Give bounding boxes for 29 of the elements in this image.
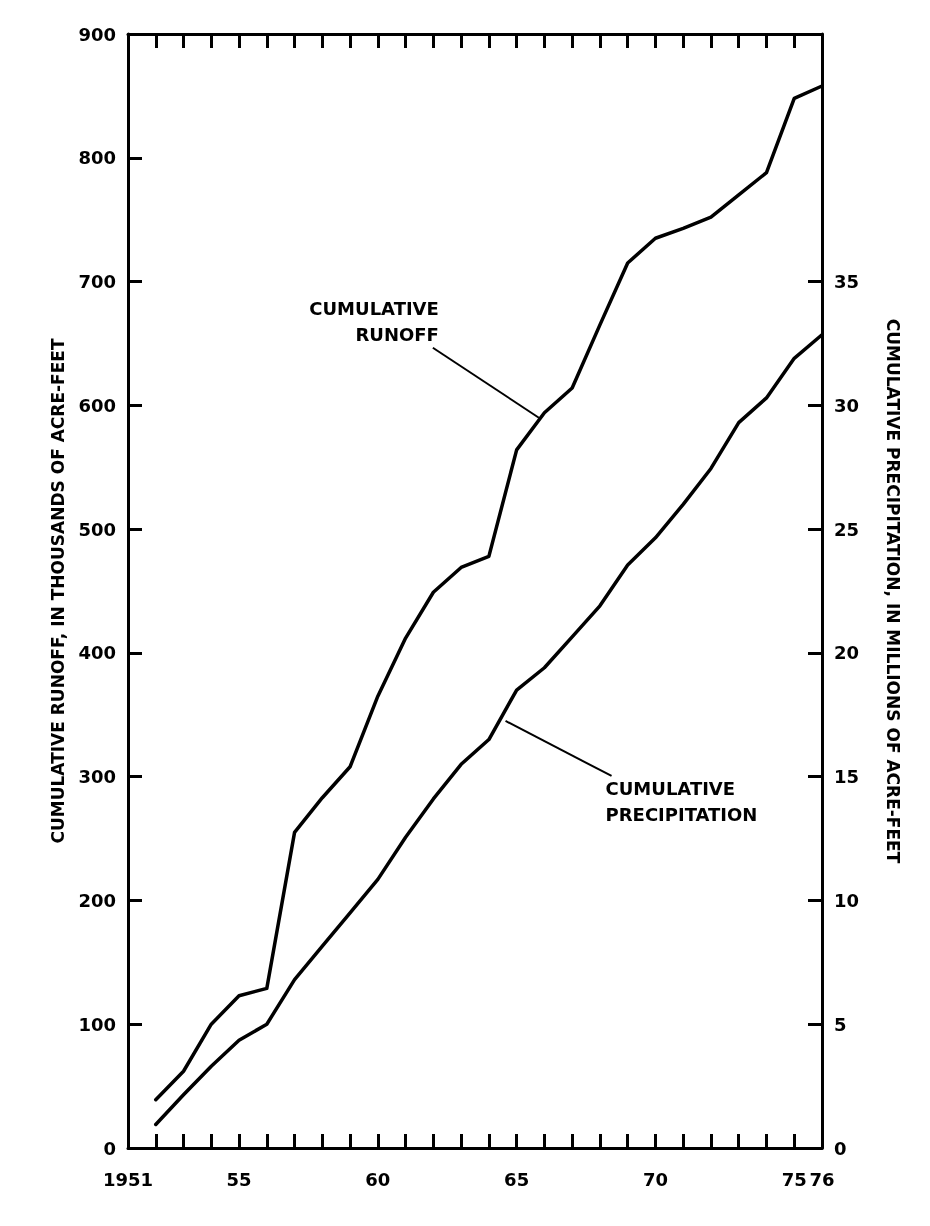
y-axis-title: CUMULATIVE RUNOFF, IN THOUSANDS OF ACRE-FEET xyxy=(47,338,68,844)
y2-tick-label: 35 xyxy=(834,271,860,293)
y-tick-label: 0 xyxy=(103,1137,116,1159)
y-tick-label: 700 xyxy=(78,271,116,293)
x-tick-label: 75 xyxy=(781,1168,807,1190)
x-tick-label: 70 xyxy=(642,1168,668,1190)
y2-tick-label: 30 xyxy=(834,394,860,416)
x-tick-label: 65 xyxy=(504,1168,530,1190)
y2-axis-title: CUMULATIVE PRECIPITATION, IN MILLIONS OF ACRE-FEET xyxy=(882,318,903,864)
y-tick-label: 800 xyxy=(78,147,116,169)
y2-tick-label: 25 xyxy=(834,518,860,540)
x-tick-label: 1951 xyxy=(102,1168,154,1190)
y2-tick-label: 10 xyxy=(834,889,860,911)
x-tick-label: 60 xyxy=(365,1168,391,1190)
y2-tick-label: 20 xyxy=(834,642,860,664)
y-tick-label: 500 xyxy=(78,518,116,540)
y-tick-label: 400 xyxy=(78,642,116,664)
x-tick-label: 76 xyxy=(809,1168,835,1190)
y2-tick-label: 5 xyxy=(834,1013,847,1035)
y-tick-label: 100 xyxy=(78,1013,116,1035)
y-tick-label: 300 xyxy=(78,766,116,788)
y2-tick-label: 15 xyxy=(834,766,860,788)
y2-tick-label: 0 xyxy=(834,1137,847,1159)
x-tick-label: 55 xyxy=(226,1168,252,1190)
y-tick-label: 200 xyxy=(78,889,116,911)
y-tick-label: 900 xyxy=(78,23,116,45)
annotation: CUMULATIVE PRECIPITATION xyxy=(605,778,758,826)
annotation: CUMULATIVE RUNOFF xyxy=(309,298,439,346)
y-tick-label: 600 xyxy=(78,394,116,416)
